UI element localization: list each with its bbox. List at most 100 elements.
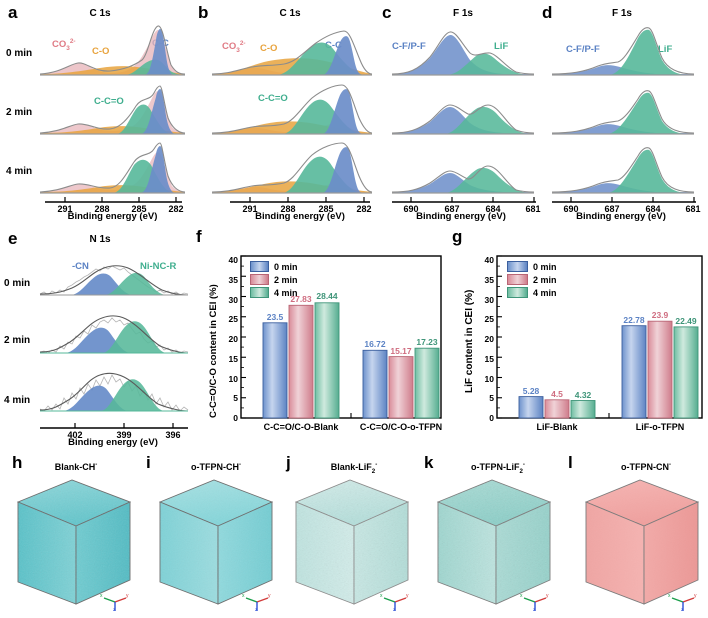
panel-g-value-1-1: 23.9	[651, 310, 669, 320]
panel-f-legend-swatch-0	[250, 261, 269, 272]
panel-e-row-label-0: 0 min	[4, 278, 31, 289]
panel-a-xtick-0: 291	[57, 204, 73, 214]
panel-d-xaxis-title: Binding energy (eV)	[576, 211, 666, 222]
svg-text:x: x	[100, 593, 103, 599]
panel-g-legend: 0 min 2 min 4 min	[507, 261, 557, 298]
panel-e-xaxis-title: Binding energy (eV)	[68, 437, 158, 448]
panel-f-legend-label-0: 0 min	[274, 261, 298, 272]
panel-letter-e: e	[8, 229, 18, 248]
panel-g-ytick-8: 40	[484, 255, 494, 265]
panel-g-ytick-3: 15	[484, 353, 494, 364]
panel-a-peak-label-co: C-O	[92, 46, 110, 57]
panel-d-peak-label-lif: LiF	[658, 44, 673, 55]
panel-f-legend-swatch-1	[250, 274, 269, 285]
panel-h-cube	[16, 479, 132, 605]
panel-letter-h: h	[12, 453, 23, 472]
panel-b-xtick-1: 288	[280, 204, 296, 214]
panel-c-peak-label-cfpf: C-F/P-F	[392, 41, 426, 52]
panel-d-xtick-1: 687	[604, 204, 620, 214]
panel-g-ytick-0: 0	[489, 413, 494, 423]
panel-g-xcat-1: LiF-o-TFPN	[635, 422, 685, 432]
panel-f-ytick-1: 5	[233, 393, 238, 404]
panel-letter-f: f	[196, 227, 202, 246]
panel-l-axis-triad-icon: x y z	[668, 593, 697, 613]
svg-text:x: x	[520, 593, 523, 599]
panel-a-row-label-2: 4 min	[6, 166, 33, 177]
panel-f-ylabel: C-C=O/C-O content in CEI (%)	[208, 284, 219, 418]
panel-f-value-0-1: 16.72	[364, 339, 386, 349]
panel-g-ytick-6: 30	[484, 294, 494, 305]
panel-a-xaxis-title: Binding energy (eV)	[67, 211, 158, 222]
panel-a-row-label-1: 2 min	[6, 107, 33, 118]
panel-g-plot	[496, 255, 703, 419]
svg-text:x: x	[380, 593, 383, 599]
panel-a-xtick-1: 288	[94, 204, 110, 214]
panel-a-xtick-2: 285	[131, 204, 147, 214]
panel-d-f1s: d F 1s C-F/P-F LiF	[540, 0, 708, 222]
panel-g-ylabel: LiF content in CEI (%)	[464, 289, 475, 393]
panel-e-xtick-1: 399	[116, 430, 132, 440]
panel-c-peak-label-lif: LiF	[494, 41, 509, 52]
panel-d-xtick-3: 681	[685, 204, 701, 214]
panel-b-xaxis	[230, 197, 370, 203]
panel-l-cube	[584, 479, 700, 605]
panel-e-xaxis	[40, 423, 188, 429]
panel-e-n1s: e N 1s 0 min 2 min 4 min -CN Ni-NC-R	[0, 228, 190, 448]
panel-f-ytick-6: 30	[228, 294, 238, 305]
panel-g-value-1-0: 4.5	[551, 389, 563, 399]
panel-e-xtick-0: 402	[67, 430, 83, 440]
panel-f-ytick-3: 15	[228, 353, 238, 364]
panel-f-barchart: f C-C=O/C-O content in CEI (%) 0 5 10 15…	[192, 228, 444, 446]
panel-b-c1s: b C 1s CO32- C-O C-C C-C=O	[190, 0, 380, 222]
panel-k-cube	[436, 479, 552, 605]
panel-c-f1s: c F 1s C-F/P-F LiF	[378, 0, 546, 222]
panel-g-ytick-1: 5	[489, 393, 494, 404]
panel-f-ytick-8: 40	[228, 255, 238, 265]
panel-f-ytick-0: 0	[233, 413, 238, 423]
panel-a-peak-label-co3: CO32-	[52, 38, 76, 53]
panel-k-title: o-TFPN-LiF2-	[471, 461, 525, 475]
panel-c-spectra	[391, 31, 536, 203]
panel-f-ytick-7: 35	[228, 274, 238, 285]
panel-g-value-0-1: 22.78	[623, 315, 645, 325]
panel-i-cube	[158, 479, 274, 605]
panel-f-value-1-0: 27.83	[290, 294, 312, 304]
panel-i-tofsims: i o-TFPN-CH- x y z	[140, 452, 280, 618]
panel-letter-j: j	[286, 453, 291, 472]
panel-g-ytick-4: 20	[484, 334, 494, 344]
panel-f-plot	[240, 255, 442, 419]
panel-c-xtick-1: 687	[444, 204, 460, 214]
panel-letter-i: i	[146, 453, 151, 472]
panel-l-tofsims: l o-TFPN-CN- x y z	[560, 452, 708, 618]
svg-text:z: z	[681, 607, 684, 613]
svg-text:y: y	[694, 593, 697, 599]
panel-letter-b: b	[198, 3, 209, 22]
panel-f-legend-label-2: 4 min	[274, 287, 298, 298]
panel-b-peak-label-co: C-O	[260, 43, 278, 54]
panel-letter-d: d	[542, 3, 553, 22]
panel-e-row-label-2: 4 min	[4, 395, 31, 406]
svg-text:z: z	[533, 607, 536, 613]
panel-f-legend-swatch-2	[250, 287, 269, 298]
panel-g-value-2-0: 4.32	[574, 390, 592, 400]
panel-j-tofsims: j Blank-LiF2- x y z	[280, 452, 420, 618]
panel-letter-a: a	[8, 3, 18, 22]
panel-c-xtick-0: 690	[403, 204, 419, 214]
panel-j-title: Blank-LiF2-	[330, 461, 378, 475]
panel-i-axis-triad-icon: x y z	[242, 593, 271, 613]
panel-e-peak-label-cn: -CN	[72, 261, 89, 272]
panel-d-title: F 1s	[611, 8, 632, 19]
panel-b-spectra	[211, 30, 373, 203]
panel-g-legend-label-0: 0 min	[533, 261, 557, 272]
panel-g-ytick-5: 25	[484, 314, 494, 325]
panel-a-xaxis	[45, 197, 182, 203]
panel-c-xtick-2: 684	[485, 204, 501, 214]
svg-text:x: x	[668, 593, 671, 599]
svg-text:y: y	[546, 593, 549, 599]
svg-text:y: y	[126, 593, 129, 599]
panel-c-title: F 1s	[452, 8, 473, 19]
panel-g-ytick-7: 35	[484, 274, 494, 285]
panel-g-legend-swatch-2	[507, 287, 528, 298]
panel-a-title: C 1s	[89, 8, 111, 19]
panel-b-xaxis-title: Binding energy (eV)	[255, 211, 345, 222]
